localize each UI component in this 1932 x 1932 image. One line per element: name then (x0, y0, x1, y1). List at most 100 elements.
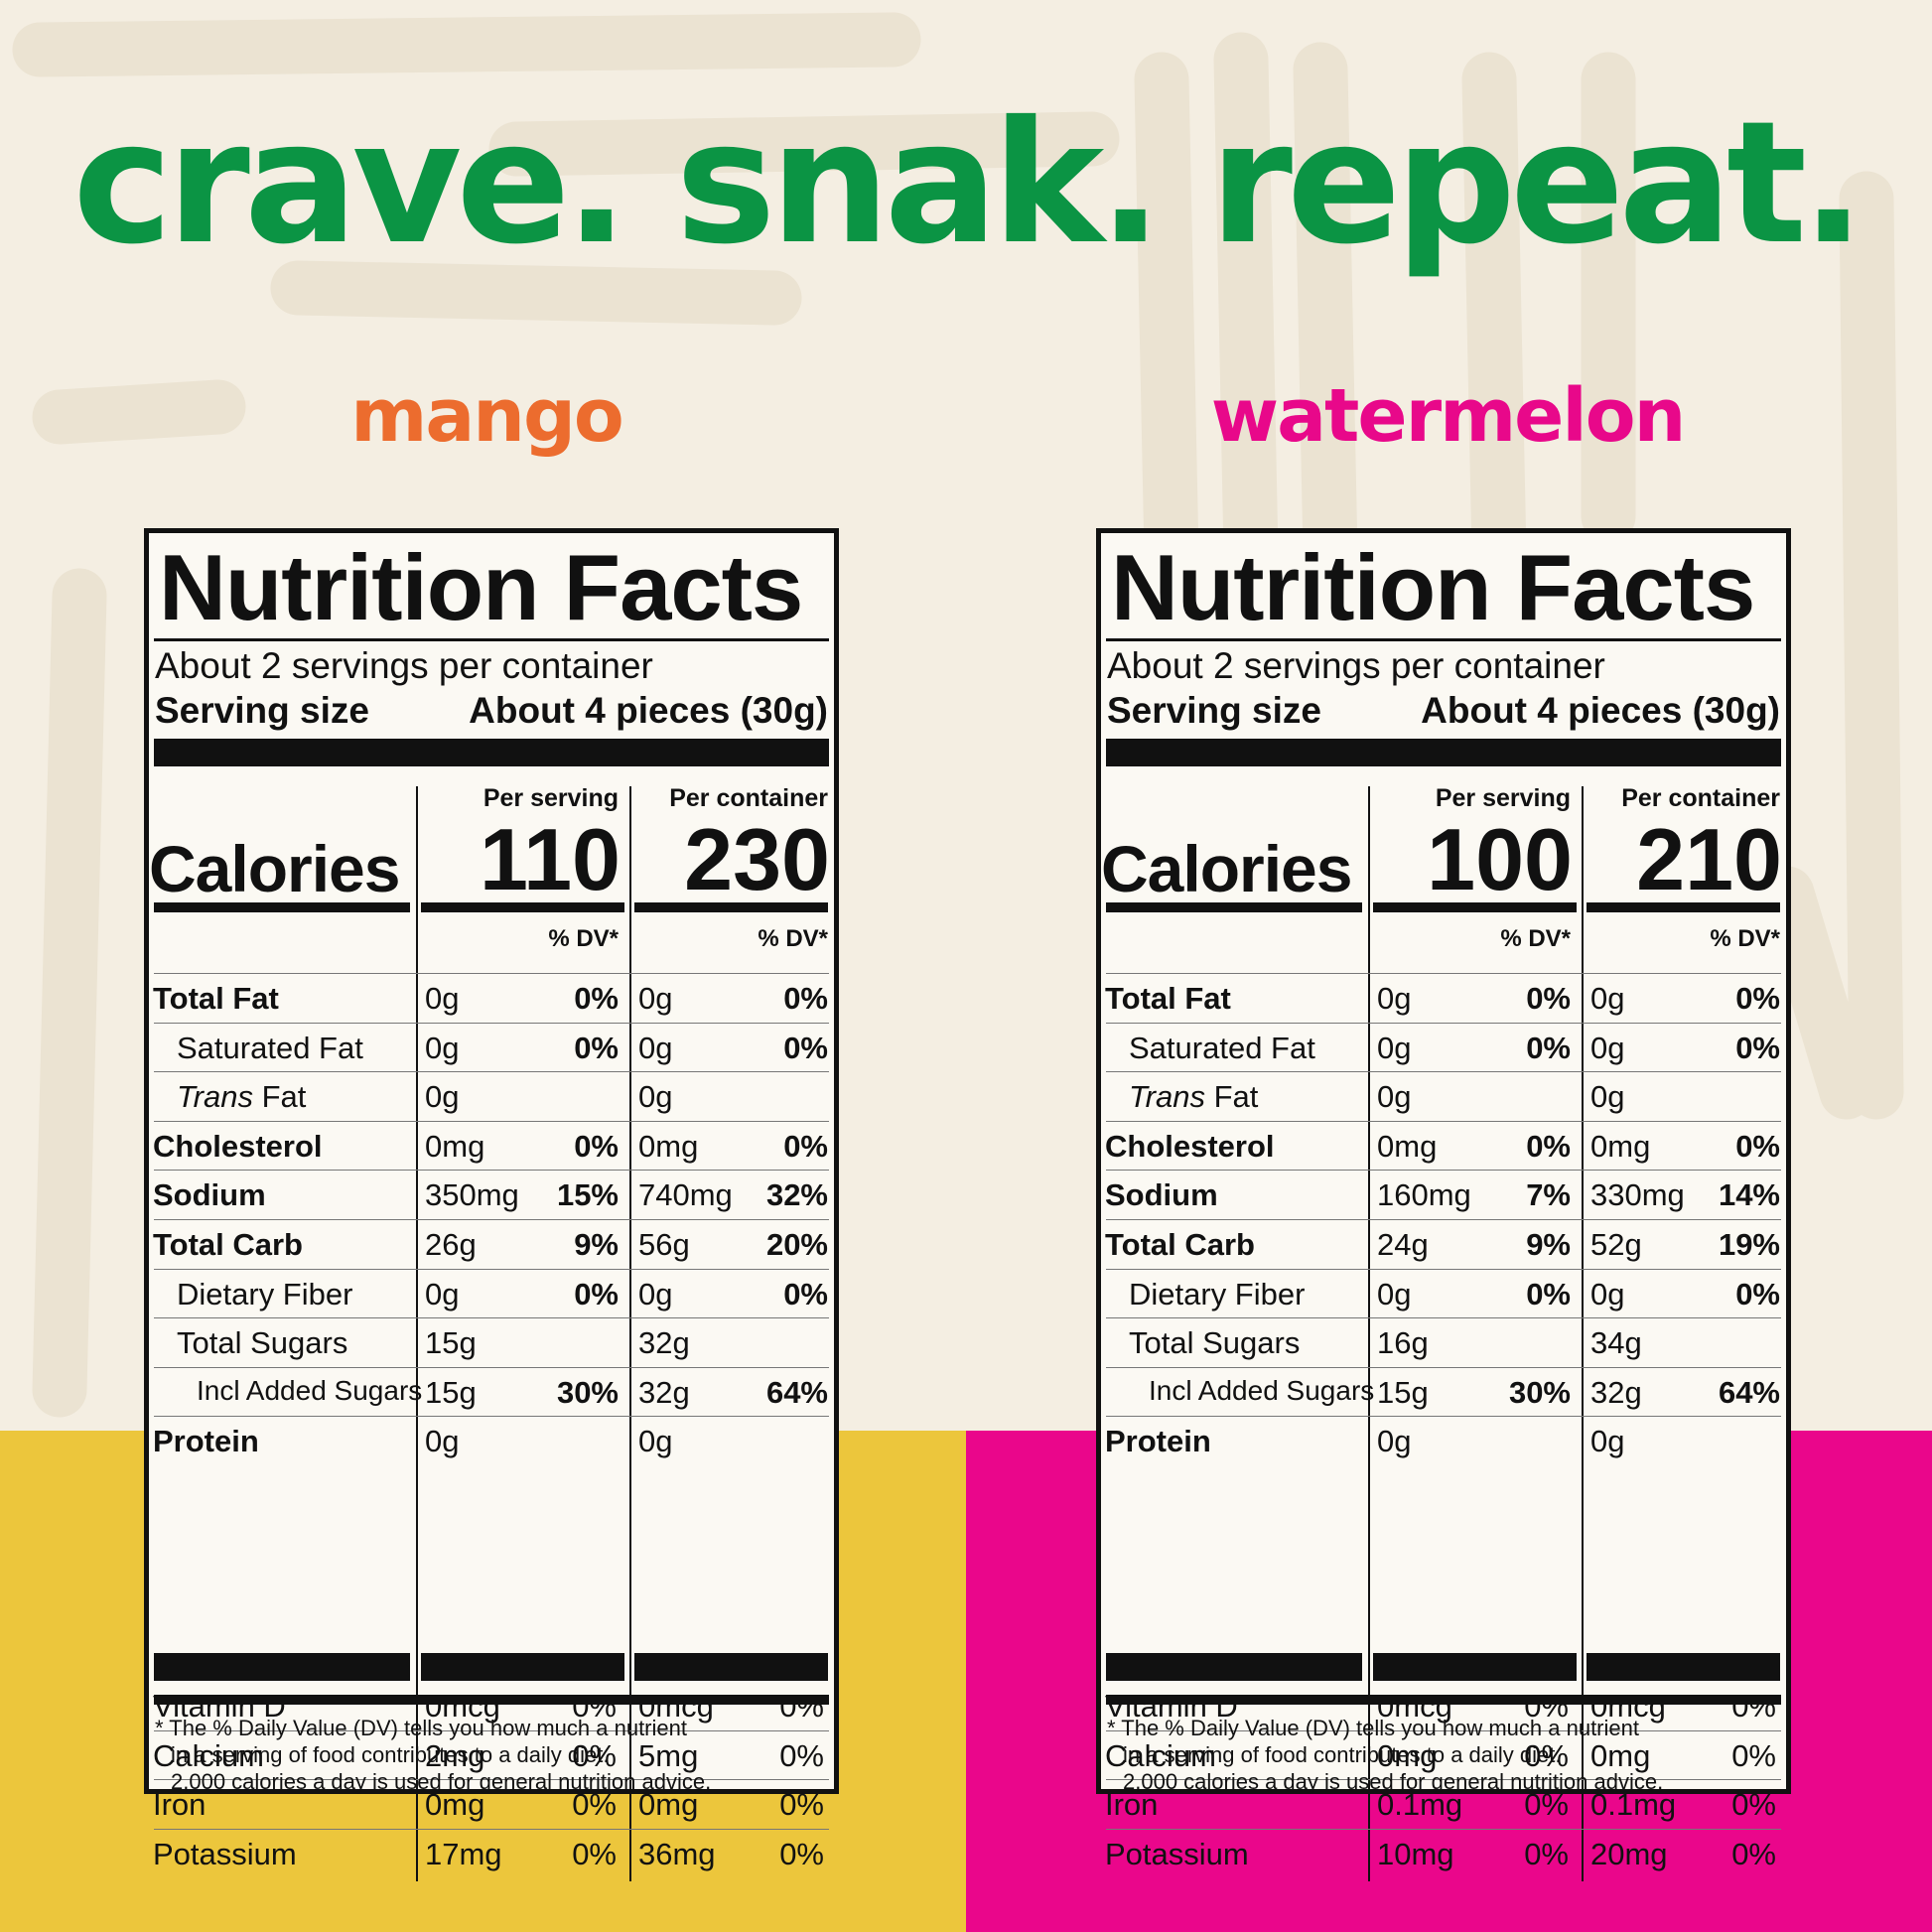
vitamin-name: Iron (153, 1787, 207, 1823)
dv-header-serving: % DV* (548, 925, 619, 952)
serving-dv: 0% (1524, 1836, 1569, 1871)
nutrient-name: Sodium (153, 1177, 266, 1213)
container-dv: 0% (1735, 1030, 1780, 1065)
calories-per-serving: 110 (480, 810, 621, 908)
container-amount: 20mg (1590, 1836, 1668, 1871)
container-amount: 0g (638, 1079, 673, 1115)
rule (154, 638, 829, 641)
container-dv: 19% (1718, 1227, 1780, 1262)
row-rule (1106, 1317, 1781, 1319)
row-rule (1106, 1366, 1781, 1368)
serving-amount: 24g (1377, 1227, 1429, 1262)
rule (1106, 1653, 1362, 1681)
container-amount: 0.1mg (1590, 1787, 1677, 1823)
row-rule (154, 1022, 829, 1024)
row-rule (154, 1317, 829, 1319)
serving-dv: 0% (574, 1030, 619, 1065)
serving-amount: 0g (425, 1079, 460, 1115)
container-amount: 740mg (638, 1177, 733, 1213)
rule (1373, 902, 1577, 912)
column-divider (629, 786, 631, 1685)
container-amount: 0mg (1590, 1128, 1651, 1164)
container-dv: 0% (1731, 1836, 1776, 1871)
rule (154, 1695, 829, 1705)
nutrient-name: Cholesterol (1105, 1128, 1275, 1164)
label-title: Nutrition Facts (1111, 535, 1755, 639)
nutrient-name: Saturated Fat (177, 1030, 363, 1065)
container-dv: 0% (779, 1836, 824, 1871)
row-rule (154, 973, 829, 974)
row-rule (1106, 1170, 1781, 1172)
calories-per-container: 210 (1636, 810, 1782, 908)
row-rule (154, 1729, 829, 1731)
column-divider (629, 1683, 631, 1881)
rule (154, 1653, 410, 1681)
column-divider (1368, 1683, 1370, 1881)
column-divider (1368, 786, 1370, 1685)
per-container-header: Per container (1621, 784, 1780, 812)
container-amount: 32g (638, 1374, 690, 1410)
container-dv: 0% (783, 1128, 828, 1164)
nutrient-name: Protein (1105, 1424, 1211, 1459)
flavor-title-watermelon: watermelon (1210, 373, 1687, 459)
serving-amount: 0g (425, 1030, 460, 1065)
nutrient-name: Saturated Fat (1129, 1030, 1315, 1065)
row-rule (1106, 973, 1781, 974)
serving-amount: 0mg (1377, 1128, 1438, 1164)
container-dv: 0% (783, 1030, 828, 1065)
footnote: * The % Daily Value (DV) tells you how m… (1107, 1715, 1663, 1795)
container-amount: 36mg (638, 1836, 716, 1871)
row-rule (154, 1071, 829, 1073)
container-dv: 0% (779, 1737, 824, 1773)
serving-dv: 7% (1526, 1177, 1571, 1213)
container-dv: 64% (765, 1374, 828, 1410)
rule (1106, 739, 1781, 766)
column-divider (416, 1683, 418, 1881)
serving-amount: 26g (425, 1227, 477, 1262)
nutrient-name: Trans Fat (1129, 1081, 1258, 1112)
serving-amount: 0.1mg (1377, 1787, 1463, 1823)
serving-amount: 0g (1377, 981, 1412, 1016)
serving-dv: 30% (1508, 1374, 1571, 1410)
label-title: Nutrition Facts (159, 535, 803, 639)
serving-amount: 15g (425, 1325, 477, 1361)
container-amount: 0g (1590, 981, 1625, 1016)
rule (1106, 638, 1781, 641)
serving-amount: 0g (1377, 1276, 1412, 1311)
container-amount: 34g (1590, 1325, 1642, 1361)
dv-header-serving: % DV* (1500, 925, 1571, 952)
container-amount: 0g (638, 981, 673, 1016)
container-amount: 0mg (638, 1787, 699, 1823)
nutrient-name: Total Sugars (177, 1325, 348, 1361)
container-amount: 32g (1590, 1374, 1642, 1410)
serving-dv: 0% (574, 981, 619, 1016)
container-amount: 56g (638, 1227, 690, 1262)
serving-amount: 350mg (425, 1177, 519, 1213)
row-rule (154, 1366, 829, 1368)
vitamin-name: Calcium (1105, 1737, 1216, 1773)
row-rule (154, 1268, 829, 1270)
serving-amount: 0g (425, 981, 460, 1016)
serving-dv: 0% (1526, 1128, 1571, 1164)
container-dv: 0% (779, 1787, 824, 1823)
container-amount: 0g (1590, 1079, 1625, 1115)
serving-amount: 0g (1377, 1079, 1412, 1115)
rule (1106, 1695, 1781, 1705)
serving-dv: 9% (574, 1227, 619, 1262)
serving-amount: 0g (1377, 1424, 1412, 1459)
row-rule (154, 1120, 829, 1122)
nutrient-name: Incl Added Sugars (197, 1374, 423, 1406)
row-rule (1106, 1779, 1781, 1781)
serving-dv: 0% (572, 1836, 617, 1871)
rule (154, 739, 829, 766)
calories-label: Calories (1101, 832, 1352, 905)
serving-dv: 15% (556, 1177, 619, 1213)
container-amount: 0g (638, 1030, 673, 1065)
serving-amount: 0mg (425, 1787, 485, 1823)
serving-amount: 17mg (425, 1836, 502, 1871)
footnote: * The % Daily Value (DV) tells you how m… (155, 1715, 711, 1795)
nutrient-name: Protein (153, 1424, 259, 1459)
rule (421, 902, 624, 912)
flavor-title-mango: mango (350, 373, 624, 459)
rule (1373, 1653, 1577, 1681)
